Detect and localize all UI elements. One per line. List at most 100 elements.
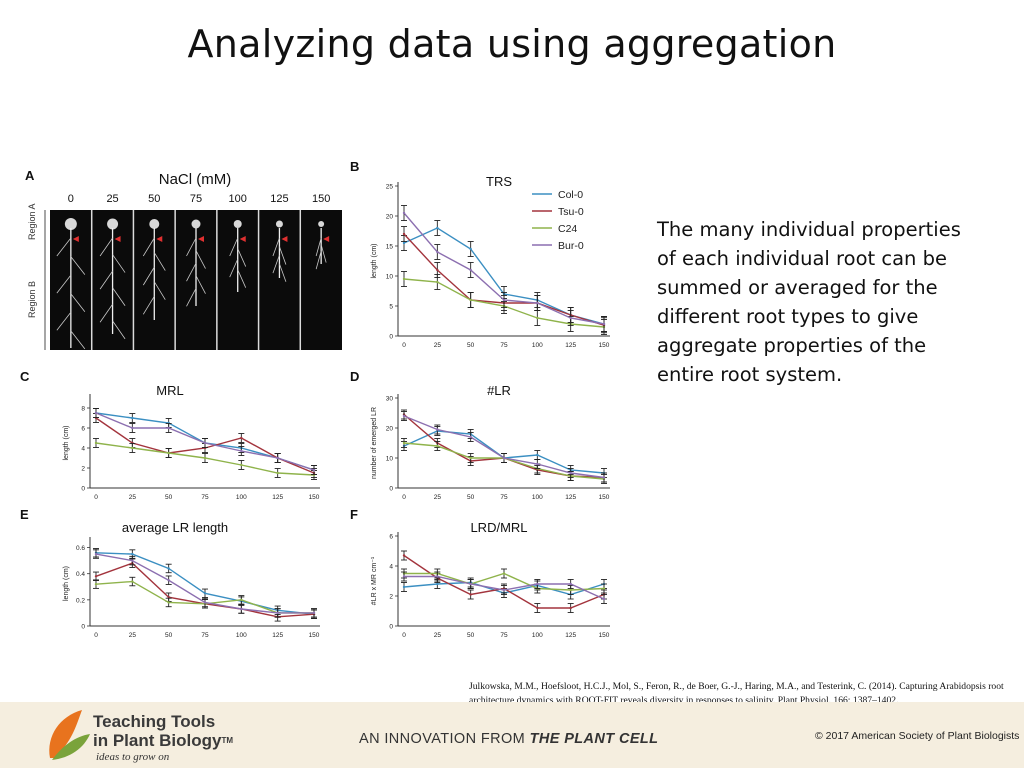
data-point xyxy=(402,575,406,578)
data-point xyxy=(502,456,506,460)
seedling-rosette xyxy=(149,219,160,229)
data-point xyxy=(569,606,572,610)
chart-title: LRD/MRL xyxy=(470,520,527,535)
lateral-root xyxy=(279,246,287,265)
lateral-root xyxy=(186,237,197,257)
y-tick-label: 30 xyxy=(386,396,394,403)
data-point xyxy=(312,611,316,615)
y-tick-label: 0.6 xyxy=(76,545,85,552)
concentration-label: 125 xyxy=(270,193,288,205)
chart-lrd-mrl: F LRD/MRL 0 2 4 6 0 25 50 75 100 125 150 #LR x MR cm⁻… xyxy=(350,507,610,639)
innovation-text: AN INNOVATION FROM THE PLANT CELL xyxy=(359,731,658,747)
seedling-rosette xyxy=(191,219,201,229)
data-point xyxy=(436,428,439,431)
chart-mrl: C MRL 0 2 4 6 8 0 25 50 75 100 125 150 length (cm) xyxy=(20,369,320,501)
y-tick-label: 5 xyxy=(389,304,393,311)
logo-text: Teaching Tools in Plant BiologyTM xyxy=(93,712,233,750)
data-point xyxy=(131,426,134,430)
y-tick-label: 4 xyxy=(389,564,393,571)
region-b-label: Region B xyxy=(27,281,37,318)
seedling-rosette xyxy=(233,220,242,228)
data-point xyxy=(402,585,406,589)
footer-bar xyxy=(0,702,1024,768)
lateral-root xyxy=(99,304,113,323)
x-tick-label: 100 xyxy=(532,342,543,349)
x-tick-label: 75 xyxy=(500,632,508,639)
data-point xyxy=(276,471,279,475)
x-tick-label: 125 xyxy=(565,632,576,639)
lateral-root xyxy=(56,312,72,331)
x-tick-label: 125 xyxy=(565,494,576,501)
y-tick-label: 10 xyxy=(386,456,394,463)
data-point xyxy=(469,247,472,251)
chart-lr-count: D #LR 0 10 20 30 0 25 50 75 100 125 150 number of eme… xyxy=(350,369,610,501)
y-axis-label: length (cm) xyxy=(63,566,70,601)
x-tick-label: 0 xyxy=(402,494,406,501)
seedling-rosette xyxy=(107,218,119,230)
y-tick-label: 0.2 xyxy=(76,597,85,604)
concentration-label: 25 xyxy=(106,193,118,205)
data-point xyxy=(502,588,506,592)
data-point xyxy=(436,268,439,272)
data-point xyxy=(502,572,506,575)
concentration-label: 0 xyxy=(68,193,74,205)
arrowhead-marker xyxy=(281,236,288,242)
legend-label: C24 xyxy=(558,223,577,235)
x-tick-label: 100 xyxy=(236,632,247,639)
x-tick-label: 25 xyxy=(434,632,442,639)
arrowhead-marker xyxy=(198,236,204,242)
data-point xyxy=(131,580,134,583)
x-tick-label: 25 xyxy=(129,494,137,501)
lateral-root xyxy=(195,250,206,269)
data-point xyxy=(94,552,98,556)
lateral-root xyxy=(272,237,280,257)
seedling xyxy=(272,220,288,282)
chart-title: average LR length xyxy=(122,520,228,535)
data-point xyxy=(569,588,572,592)
x-tick-label: 50 xyxy=(165,494,173,501)
seedling-rosette xyxy=(64,218,77,230)
legend-label: Tsu-0 xyxy=(558,206,584,218)
lateral-root xyxy=(237,248,247,267)
y-tick-label: 8 xyxy=(81,406,85,413)
lateral-root xyxy=(153,252,166,271)
x-tick-label: 75 xyxy=(500,342,508,349)
chart-title: MRL xyxy=(156,383,183,398)
y-tick-label: 0 xyxy=(389,486,393,493)
series-line xyxy=(403,430,605,474)
data-point xyxy=(602,322,606,326)
data-point xyxy=(131,416,134,420)
y-tick-label: 2 xyxy=(389,594,393,601)
data-point xyxy=(167,451,170,455)
tagline: ideas to grow on xyxy=(96,751,170,763)
y-axis-label: length (cm) xyxy=(63,425,70,460)
lateral-root xyxy=(320,244,327,263)
logo-trademark: TM xyxy=(221,736,234,745)
chart-title: TRS xyxy=(486,174,512,189)
lateral-root xyxy=(279,263,287,282)
y-tick-label: 15 xyxy=(386,244,394,251)
seedling-rosette xyxy=(318,221,325,227)
x-tick-label: 25 xyxy=(434,342,442,349)
data-point xyxy=(402,232,406,236)
x-tick-label: 150 xyxy=(599,342,610,349)
seedling-images xyxy=(56,210,330,350)
nacl-title: NaCl (mM) xyxy=(159,171,232,188)
y-tick-label: 25 xyxy=(386,184,394,191)
data-point xyxy=(536,582,539,586)
data-point xyxy=(94,441,98,445)
data-point xyxy=(402,441,406,445)
x-tick-label: 50 xyxy=(467,494,475,501)
x-tick-label: 75 xyxy=(500,494,508,501)
seedling xyxy=(99,218,126,340)
y-axis-label: #LR x MR cm⁻¹ xyxy=(371,556,378,605)
data-point xyxy=(536,316,539,320)
lateral-root xyxy=(237,269,247,288)
y-tick-label: 2 xyxy=(81,466,85,473)
x-tick-label: 50 xyxy=(467,342,475,349)
data-point xyxy=(131,559,134,562)
x-tick-label: 125 xyxy=(272,632,283,639)
data-point xyxy=(240,607,243,611)
data-point xyxy=(469,268,472,272)
citation-link[interactable]: 1387–1402. xyxy=(852,695,899,706)
